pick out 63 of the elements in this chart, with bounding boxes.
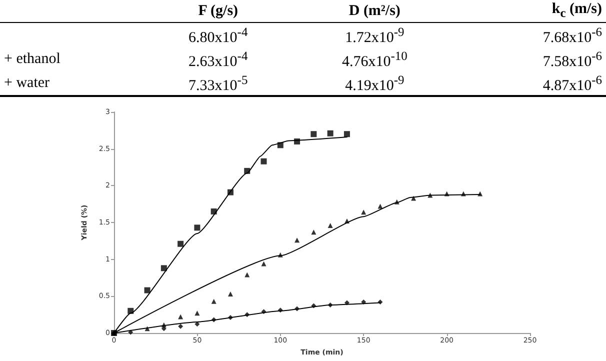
point xyxy=(261,309,266,314)
point xyxy=(178,324,184,329)
point xyxy=(211,317,216,322)
point xyxy=(411,196,416,201)
point xyxy=(328,302,333,308)
point xyxy=(161,326,166,332)
point xyxy=(378,204,383,209)
point xyxy=(277,142,284,148)
point xyxy=(178,314,184,320)
point xyxy=(244,312,250,318)
point xyxy=(394,199,400,204)
point xyxy=(144,326,150,332)
category-label: F (g/s) xyxy=(197,2,240,21)
point xyxy=(294,238,300,243)
text: 4.76x10$^{-10}$ xyxy=(342,49,408,70)
point xyxy=(294,306,300,312)
point xyxy=(460,191,466,196)
point xyxy=(228,291,233,296)
point xyxy=(328,222,333,228)
point xyxy=(444,191,450,196)
text: 4.19x10$^{-9}$ xyxy=(345,73,404,94)
text: 1.72x10$^{-9}$ xyxy=(345,25,404,46)
point xyxy=(160,265,167,272)
point xyxy=(378,300,383,305)
point xyxy=(310,131,317,138)
point xyxy=(210,208,217,214)
point xyxy=(128,308,134,314)
point xyxy=(428,192,433,198)
category-label: + water xyxy=(4,75,50,91)
point xyxy=(228,315,233,320)
point xyxy=(128,330,134,335)
point xyxy=(361,300,366,305)
point xyxy=(194,310,200,316)
point xyxy=(478,191,483,196)
point xyxy=(227,189,234,196)
point xyxy=(344,300,350,306)
text: 6.80x10$^{-4}$ xyxy=(188,25,248,46)
point xyxy=(294,138,300,144)
point xyxy=(178,240,184,247)
point xyxy=(244,272,250,278)
point xyxy=(327,130,334,136)
category-label: k$_{c}$ (m/s) xyxy=(550,0,603,22)
text: 7.68x10$^{-6}$ xyxy=(542,25,602,46)
point xyxy=(344,218,350,224)
point xyxy=(311,230,316,235)
point xyxy=(194,322,200,327)
point xyxy=(278,252,283,258)
category-label: D (m²/s) xyxy=(348,2,402,21)
text: 7.58x10$^{-6}$ xyxy=(542,49,602,70)
point xyxy=(244,168,250,174)
point xyxy=(260,158,267,164)
text: 2.63x10$^{-4}$ xyxy=(188,49,248,70)
category-label: + ethanol xyxy=(4,51,60,67)
point xyxy=(278,308,283,313)
point xyxy=(261,261,266,266)
text: 7.33x10$^{-5}$ xyxy=(188,73,248,94)
point xyxy=(194,224,200,231)
point xyxy=(144,287,150,294)
point xyxy=(361,210,366,215)
point xyxy=(311,303,316,308)
point xyxy=(344,131,350,138)
point xyxy=(211,298,216,304)
text: 4.87x10$^{-6}$ xyxy=(542,73,602,94)
